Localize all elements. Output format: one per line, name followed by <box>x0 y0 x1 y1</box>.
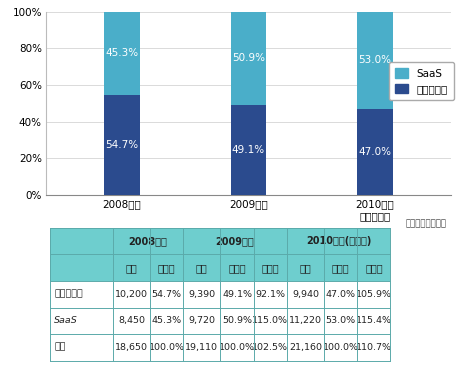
Bar <box>220 334 253 361</box>
Text: 45.3%: 45.3% <box>151 316 181 325</box>
Bar <box>112 307 150 334</box>
Bar <box>50 255 112 281</box>
Bar <box>183 281 220 307</box>
Bar <box>357 334 390 361</box>
Text: シェア: シェア <box>157 263 175 273</box>
Bar <box>150 334 183 361</box>
Bar <box>324 281 357 307</box>
Text: 115.4%: 115.4% <box>355 316 391 325</box>
Bar <box>253 307 286 334</box>
Text: 11,220: 11,220 <box>288 316 321 325</box>
Bar <box>220 255 253 281</box>
Text: 49.1%: 49.1% <box>231 145 264 155</box>
Text: 50.9%: 50.9% <box>222 316 252 325</box>
Text: 9,940: 9,940 <box>291 290 318 299</box>
Text: 50.9%: 50.9% <box>231 53 264 63</box>
Text: 53.0%: 53.0% <box>325 316 355 325</box>
Bar <box>253 334 286 361</box>
Text: 9,390: 9,390 <box>188 290 215 299</box>
Bar <box>230 12 266 105</box>
Bar <box>286 228 390 255</box>
Text: 49.1%: 49.1% <box>222 290 252 299</box>
Text: 45.3%: 45.3% <box>105 48 138 58</box>
Bar <box>112 255 150 281</box>
Text: 100.0%: 100.0% <box>218 343 254 352</box>
Text: 54.7%: 54.7% <box>105 140 138 150</box>
Text: 47.0%: 47.0% <box>358 147 391 157</box>
Text: シェア: シェア <box>331 263 349 273</box>
Bar <box>357 255 390 281</box>
Bar <box>183 334 220 361</box>
Text: 100.0%: 100.0% <box>148 343 184 352</box>
Bar <box>150 255 183 281</box>
Bar <box>357 307 390 334</box>
Legend: SaaS, パッケージ: SaaS, パッケージ <box>388 62 453 100</box>
Text: 前年比: 前年比 <box>364 263 382 273</box>
Bar <box>150 307 183 334</box>
Text: 8,450: 8,450 <box>118 316 145 325</box>
Bar <box>286 255 324 281</box>
Text: 100.0%: 100.0% <box>322 343 358 352</box>
Bar <box>150 281 183 307</box>
Text: 47.0%: 47.0% <box>325 290 355 299</box>
Text: 115.0%: 115.0% <box>252 316 288 325</box>
Bar <box>183 228 286 255</box>
Bar <box>230 105 266 195</box>
Text: （単位：百万円）: （単位：百万円） <box>405 219 446 228</box>
Bar <box>357 109 392 195</box>
Bar <box>112 334 150 361</box>
Bar <box>220 307 253 334</box>
Text: 9,720: 9,720 <box>188 316 215 325</box>
Text: 10,200: 10,200 <box>115 290 148 299</box>
Bar <box>324 307 357 334</box>
Text: 18,650: 18,650 <box>115 343 148 352</box>
Text: 102.5%: 102.5% <box>252 343 288 352</box>
Text: 2009年度: 2009年度 <box>215 236 254 246</box>
Text: パッケージ: パッケージ <box>54 290 83 299</box>
Bar <box>286 281 324 307</box>
Text: 金額: 金額 <box>299 263 311 273</box>
Text: 19,110: 19,110 <box>185 343 218 352</box>
Bar <box>50 307 112 334</box>
Bar <box>324 255 357 281</box>
Text: 92.1%: 92.1% <box>255 290 285 299</box>
Bar <box>286 307 324 334</box>
Text: 前年比: 前年比 <box>261 263 279 273</box>
Text: 金額: 金額 <box>125 263 137 273</box>
Bar <box>112 281 150 307</box>
Bar <box>50 228 112 255</box>
Bar <box>183 255 220 281</box>
Text: 110.7%: 110.7% <box>355 343 391 352</box>
Text: 21,160: 21,160 <box>288 343 321 352</box>
Bar <box>220 281 253 307</box>
Bar <box>253 281 286 307</box>
Text: 2010年度(予測値): 2010年度(予測値) <box>305 236 370 246</box>
Bar <box>104 95 140 195</box>
Bar <box>112 228 183 255</box>
Text: 2008年度: 2008年度 <box>129 236 167 246</box>
Text: 金額: 金額 <box>196 263 207 273</box>
Bar <box>50 281 112 307</box>
Text: シェア: シェア <box>228 263 246 273</box>
Bar <box>357 12 392 109</box>
Bar <box>357 281 390 307</box>
Text: 53.0%: 53.0% <box>358 55 391 65</box>
Bar <box>286 334 324 361</box>
Text: 54.7%: 54.7% <box>151 290 181 299</box>
Bar <box>50 334 112 361</box>
Bar <box>183 307 220 334</box>
Bar <box>253 255 286 281</box>
Text: 105.9%: 105.9% <box>355 290 391 299</box>
Text: SaaS: SaaS <box>54 316 78 325</box>
Bar <box>324 334 357 361</box>
Text: 合計: 合計 <box>54 343 66 352</box>
Bar <box>104 12 140 95</box>
